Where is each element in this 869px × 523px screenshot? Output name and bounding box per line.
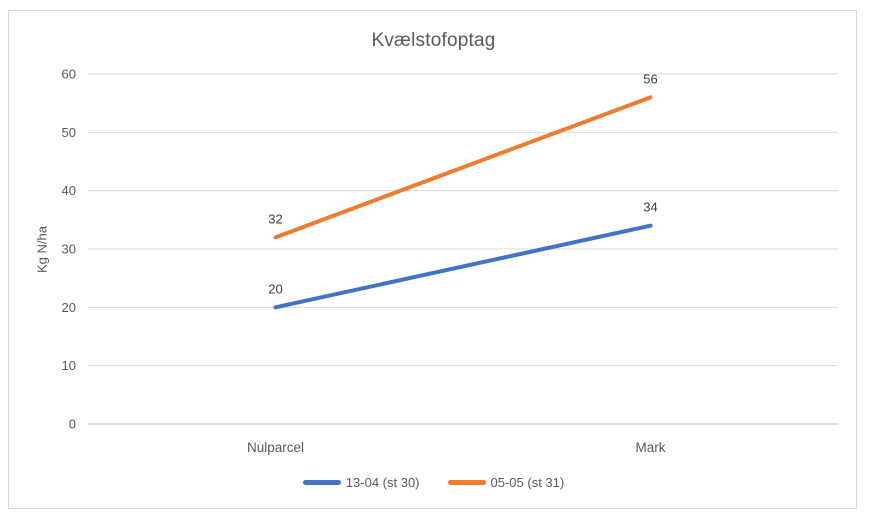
y-tick-label: 50	[62, 125, 76, 140]
y-tick-label: 60	[62, 67, 76, 82]
x-category-label: Nulparcel	[247, 440, 304, 455]
y-tick-label: 10	[62, 358, 76, 373]
data-label: 34	[643, 200, 657, 215]
x-category-label: Mark	[636, 440, 666, 455]
chart-frame	[8, 10, 857, 509]
data-label: 20	[268, 281, 282, 296]
series-line[interactable]	[273, 223, 653, 310]
legend-label: 13-04 (st 30)	[345, 475, 420, 490]
y-tick-label: 0	[69, 417, 76, 432]
legend-label: 05-05 (st 31)	[490, 475, 565, 490]
y-tick-label: 40	[62, 183, 76, 198]
legend-item-series-1[interactable]: 13-04 (st 30)	[302, 475, 420, 490]
series-line[interactable]	[273, 95, 653, 240]
data-label: 32	[268, 211, 282, 226]
y-tick-label: 30	[62, 242, 76, 257]
y-tick-label: 20	[62, 300, 76, 315]
legend-item-series-2[interactable]: 05-05 (st 31)	[447, 475, 565, 490]
chart-title: Kvælstofoptag	[371, 30, 496, 51]
legend-line-swatch-orange	[447, 480, 486, 485]
legend-line-swatch-blue	[302, 480, 341, 485]
data-label: 56	[643, 71, 657, 86]
legend: 13-04 (st 30) 05-05 (st 31)	[8, 475, 859, 490]
